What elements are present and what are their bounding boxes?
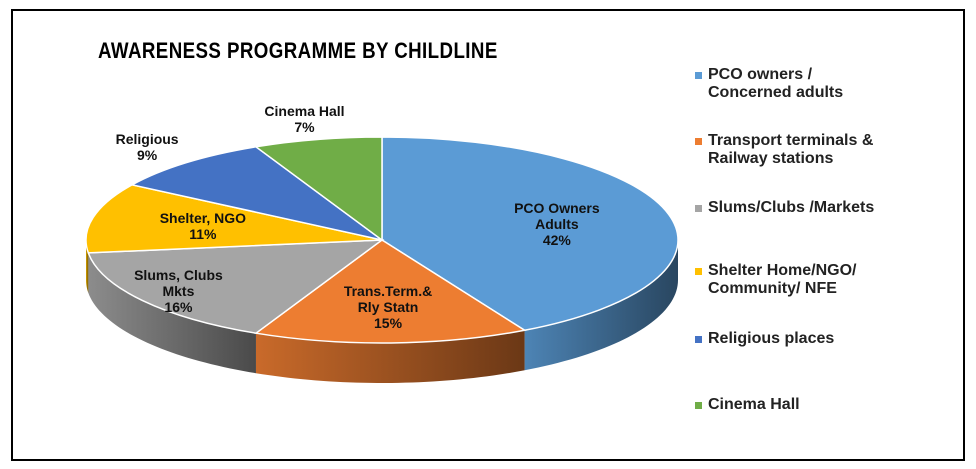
legend-item: Slums/Clubs /Markets [695, 199, 875, 217]
data-label: Religious 9% [116, 131, 179, 163]
legend-item: Cinema Hall [695, 396, 800, 414]
slice [129, 146, 383, 241]
legend-swatch [695, 402, 702, 409]
legend-label: Religious places [708, 330, 835, 347]
legend-swatch [695, 336, 702, 343]
value-label: 7% [294, 119, 315, 136]
slice-label: Trans.Term.& Rly Statn [343, 282, 433, 315]
value-label: 16% [164, 299, 193, 316]
slice-side [255, 330, 525, 383]
legend-swatch [695, 205, 702, 212]
value-label: 11% [189, 226, 217, 243]
legend-swatch [695, 72, 702, 79]
data-label: Cinema Hall 7% [264, 103, 344, 135]
slice-label: PCO Owners Adults [514, 200, 600, 233]
slice-label: Cinema Hall [264, 103, 345, 120]
legend-swatch [695, 268, 702, 275]
slice-label: Slums, Clubs Mkts [134, 267, 223, 300]
legend-label: Shelter Home/NGO/ Community/ NFE [708, 262, 857, 297]
slice [87, 239, 385, 334]
slice [254, 136, 383, 242]
data-label: Trans.Term.& Rly Statn 15% [344, 283, 432, 331]
data-label: PCO Owners Adults 42% [514, 200, 600, 248]
slice [381, 136, 679, 332]
legend-item: Shelter Home/NGO/ Community/ NFE [695, 262, 857, 298]
slice [254, 239, 527, 344]
legend-item: PCO owners / Concerned adults [695, 66, 844, 102]
legend-swatch [695, 138, 702, 145]
legend-label: Transport terminals & Railway stations [708, 132, 874, 167]
data-label: Shelter, NGO 11% [160, 210, 246, 242]
value-label: 42% [542, 232, 571, 249]
slice-label: Religious [115, 131, 179, 148]
legend-label: Slums/Clubs /Markets [708, 199, 875, 216]
value-label: 9% [136, 147, 158, 164]
legend-item: Religious places [695, 330, 835, 348]
legend-label: Cinema Hall [708, 396, 800, 413]
slice-side [524, 240, 678, 371]
slice-label: Shelter, NGO [159, 210, 247, 227]
chart-title: AWARENESS PROGRAMME BY CHILDLINE [98, 38, 498, 63]
slice [85, 184, 383, 254]
legend-label: PCO owners / Concerned adults [708, 66, 844, 101]
data-label: Slums, Clubs Mkts 16% [134, 267, 223, 315]
value-label: 15% [374, 314, 403, 331]
legend-item: Transport terminals & Railway stations [695, 132, 874, 168]
